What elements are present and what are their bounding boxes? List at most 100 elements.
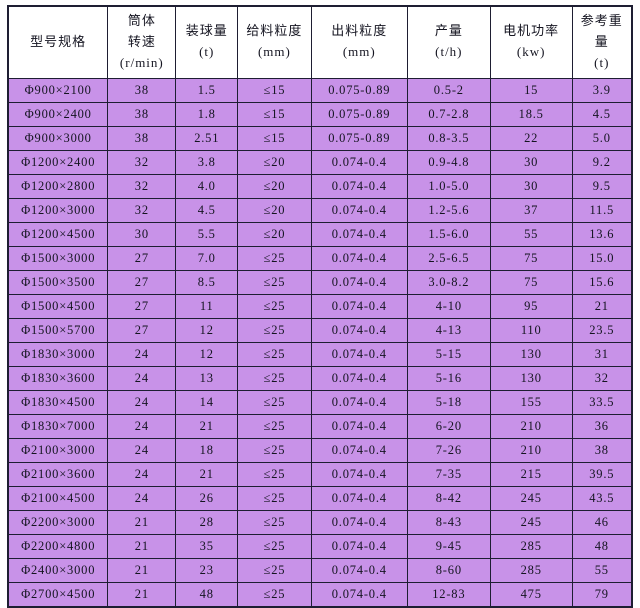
cell-ref-weight: 36 [571, 413, 633, 439]
cell-model: Φ2700×4500 [7, 581, 109, 607]
cell-motor-power: 245 [489, 509, 573, 535]
cell-capacity: 8-42 [406, 485, 491, 511]
table-row: Φ1830×7000 24 21 ≤25 0.074-0.4 6-20 210 36 [7, 413, 633, 439]
cell-ref-weight: 33.5 [571, 389, 633, 415]
column-header-ref-weight: 参考重量 (t) [571, 5, 633, 79]
table-row: Φ1200×2800 32 4.0 ≤20 0.074-0.4 1.0-5.0 30 9.5 [7, 173, 633, 199]
cell-feed-size: ≤25 [237, 365, 312, 391]
cell-capacity: 5-18 [406, 389, 491, 415]
cell-ref-weight: 55 [571, 557, 633, 583]
column-header-line: (r/min) [119, 54, 164, 70]
cell-motor-power: 215 [489, 461, 573, 487]
cell-ref-weight: 46 [571, 509, 633, 535]
cell-ref-weight: 31 [571, 341, 633, 367]
cell-feed-size: ≤25 [237, 533, 312, 559]
cell-feed-size: ≤20 [237, 221, 312, 247]
cell-motor-power: 22 [489, 125, 573, 151]
cell-motor-power: 210 [489, 413, 573, 439]
table-row: Φ1500×3000 27 7.0 ≤25 0.074-0.4 2.5-6.5 75 15.0 [7, 245, 633, 271]
cell-discharge-size: 0.075-0.89 [310, 125, 408, 151]
cell-ref-weight: 23.5 [571, 317, 633, 343]
table-row: Φ900×2400 38 1.8 ≤15 0.075-0.89 0.7-2.8 18.5 4.… [7, 101, 633, 127]
cell-capacity: 9-45 [406, 533, 491, 559]
table-row: Φ1500×3500 27 8.5 ≤25 0.074-0.4 3.0-8.2 75 15.6 [7, 269, 633, 295]
cell-model: Φ2100×4500 [7, 485, 109, 511]
table-row: Φ1500×5700 27 12 ≤25 0.074-0.4 4-13 110 23.5 [7, 317, 633, 343]
cell-cylinder-speed: 38 [107, 125, 177, 151]
column-header-feed-size: 给料粒度 (mm) [237, 5, 312, 79]
cell-capacity: 8-60 [406, 557, 491, 583]
cell-capacity: 7-26 [406, 437, 491, 463]
cell-cylinder-speed: 38 [107, 101, 177, 127]
table-row: Φ1830×4500 24 14 ≤25 0.074-0.4 5-18 155 33.5 [7, 389, 633, 415]
cell-motor-power: 15 [489, 77, 573, 103]
cell-feed-size: ≤25 [237, 389, 312, 415]
column-header-capacity: 产量 (t/h) [406, 5, 491, 79]
table-row: Φ2200×3000 21 28 ≤25 0.074-0.4 8-43 245 46 [7, 509, 633, 535]
cell-feed-size: ≤15 [237, 77, 312, 103]
cell-discharge-size: 0.075-0.89 [310, 101, 408, 127]
cell-capacity: 1.5-6.0 [406, 221, 491, 247]
cell-motor-power: 30 [489, 149, 573, 175]
cell-ball-load: 13 [175, 365, 239, 391]
cell-ball-load: 21 [175, 413, 239, 439]
column-header-line: 参考重 [580, 13, 623, 29]
column-header-line: 装球量 [185, 23, 228, 39]
cell-model: Φ1500×5700 [7, 317, 109, 343]
cell-discharge-size: 0.074-0.4 [310, 245, 408, 271]
cell-ball-load: 7.0 [175, 245, 239, 271]
cell-capacity: 12-83 [406, 581, 491, 607]
cell-discharge-size: 0.074-0.4 [310, 533, 408, 559]
cell-model: Φ1830×3600 [7, 365, 109, 391]
cell-model: Φ1200×2800 [7, 173, 109, 199]
cell-cylinder-speed: 24 [107, 437, 177, 463]
cell-ref-weight: 21 [571, 293, 633, 319]
cell-cylinder-speed: 38 [107, 77, 177, 103]
cell-discharge-size: 0.074-0.4 [310, 221, 408, 247]
cell-motor-power: 245 [489, 485, 573, 511]
cell-model: Φ2100×3600 [7, 461, 109, 487]
column-header-line: 筒体 [127, 13, 156, 29]
cell-ball-load: 21 [175, 461, 239, 487]
cell-ref-weight: 15.6 [571, 269, 633, 295]
cell-discharge-size: 0.074-0.4 [310, 293, 408, 319]
column-header-line: (kw) [516, 44, 546, 60]
column-header-line: 量 [594, 33, 609, 49]
cell-model: Φ2200×3000 [7, 509, 109, 535]
cell-feed-size: ≤20 [237, 197, 312, 223]
cell-discharge-size: 0.074-0.4 [310, 197, 408, 223]
cell-motor-power: 37 [489, 197, 573, 223]
table-row: Φ1200×4500 30 5.5 ≤20 0.074-0.4 1.5-6.0 55 13.6 [7, 221, 633, 247]
cell-model: Φ900×2400 [7, 101, 109, 127]
cell-ball-load: 12 [175, 341, 239, 367]
cell-capacity: 4-13 [406, 317, 491, 343]
cell-model: Φ900×3000 [7, 125, 109, 151]
cell-ref-weight: 38 [571, 437, 633, 463]
table-row: Φ900×3000 38 2.51 ≤15 0.075-0.89 0.8-3.5 22 5.0 [7, 125, 633, 151]
cell-ball-load: 18 [175, 437, 239, 463]
table-header: 型号规格 筒体 转速 (r/min) 装球量 (t) 给料粒度 (mm) 出料粒度 (mm) 产量 (… [7, 5, 633, 79]
column-header-line: (mm) [342, 44, 376, 60]
table-body: Φ900×2100 38 1.5 ≤15 0.075-0.89 0.5-2 15 3.9 Φ90… [7, 77, 633, 607]
cell-model: Φ1830×4500 [7, 389, 109, 415]
cell-ball-load: 4.5 [175, 197, 239, 223]
column-header-line: (t/h) [435, 44, 463, 60]
cell-discharge-size: 0.074-0.4 [310, 557, 408, 583]
cell-capacity: 3.0-8.2 [406, 269, 491, 295]
cell-ball-load: 2.51 [175, 125, 239, 151]
column-header-line: 给料粒度 [246, 23, 303, 39]
table-row: Φ1830×3600 24 13 ≤25 0.074-0.4 5-16 130 32 [7, 365, 633, 391]
table-row: Φ2100×4500 24 26 ≤25 0.074-0.4 8-42 245 43.5 [7, 485, 633, 511]
cell-cylinder-speed: 32 [107, 149, 177, 175]
table-row: Φ1200×2400 32 3.8 ≤20 0.074-0.4 0.9-4.8 30 9.2 [7, 149, 633, 175]
cell-cylinder-speed: 21 [107, 581, 177, 607]
cell-ball-load: 5.5 [175, 221, 239, 247]
cell-ref-weight: 5.0 [571, 125, 633, 151]
cell-capacity: 0.9-4.8 [406, 149, 491, 175]
cell-feed-size: ≤25 [237, 581, 312, 607]
cell-capacity: 0.8-3.5 [406, 125, 491, 151]
ball-mill-spec-table: 型号规格 筒体 转速 (r/min) 装球量 (t) 给料粒度 (mm) 出料粒度 (mm) 产量 (… [7, 5, 633, 608]
cell-motor-power: 55 [489, 221, 573, 247]
cell-discharge-size: 0.074-0.4 [310, 269, 408, 295]
cell-discharge-size: 0.074-0.4 [310, 581, 408, 607]
